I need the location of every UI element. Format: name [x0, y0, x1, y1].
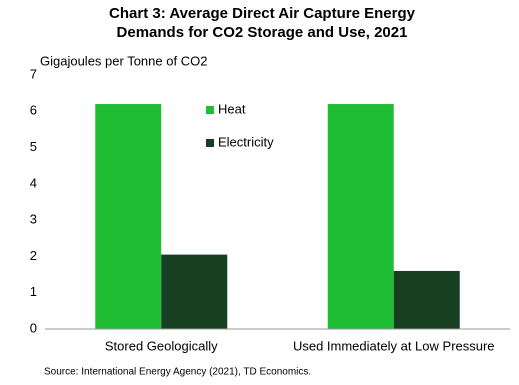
x-tick-label: Stored Geologically — [105, 338, 218, 353]
y-tick-label: 0 — [30, 320, 37, 335]
chart-title: Demands for CO2 Storage and Use, 2021 — [117, 24, 408, 41]
bar — [393, 270, 460, 329]
bar — [161, 254, 228, 329]
legend-swatch — [206, 106, 214, 114]
y-tick-label: 7 — [30, 66, 37, 81]
source-note: Source: International Energy Agency (202… — [44, 367, 311, 378]
y-tick-label: 5 — [30, 139, 37, 154]
y-tick-label: 2 — [30, 248, 37, 263]
legend-label: Heat — [218, 101, 246, 116]
bar — [327, 104, 394, 330]
y-tick-label: 4 — [30, 175, 37, 190]
legend-label: Electricity — [218, 134, 274, 149]
chart-title: Chart 3: Average Direct Air Capture Ener… — [109, 5, 416, 22]
legend-swatch — [206, 139, 214, 147]
x-tick-label: Used Immediately at Low Pressure — [293, 338, 495, 353]
y-tick-label: 6 — [30, 103, 37, 118]
y-tick-label: 3 — [30, 212, 37, 227]
y-axis-label: Gigajoules per Tonne of CO2 — [40, 53, 207, 68]
y-tick-label: 1 — [30, 284, 37, 299]
bar — [95, 104, 162, 330]
